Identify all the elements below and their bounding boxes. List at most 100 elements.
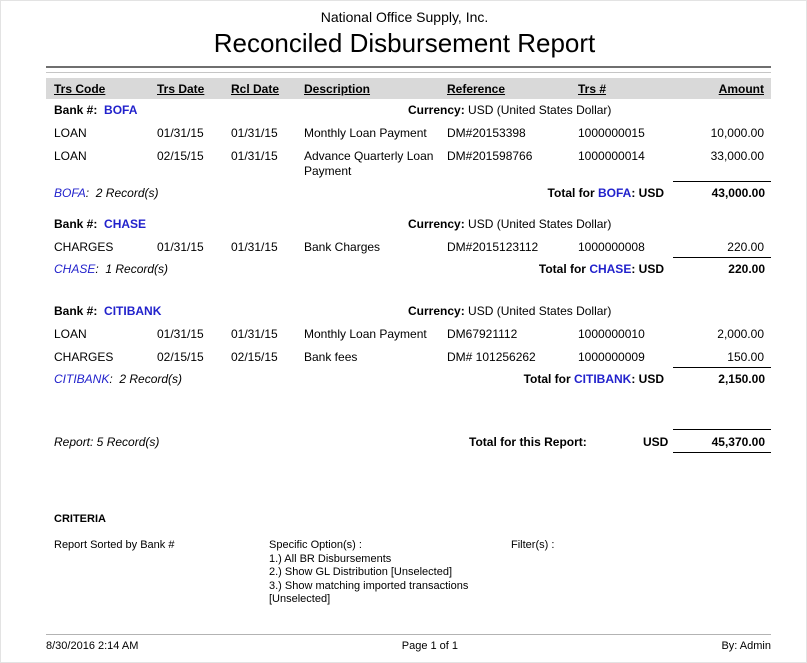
column-header-row: Trs Code Trs Date Rcl Date Description R…: [46, 78, 771, 99]
cell-trs-date: 01/31/15: [157, 240, 204, 254]
currency-line: Currency: USD (United States Dollar): [408, 217, 612, 231]
cell-reference: DM# 101256262: [447, 350, 536, 364]
criteria-heading: CRITERIA: [54, 513, 106, 525]
cell-reference: DM#2015123112: [447, 240, 539, 254]
criteria-sorted-by: Report Sorted by Bank #: [54, 539, 175, 551]
page-footer: 8/30/2016 2:14 AM Page 1 of 1 By: Admin: [46, 634, 771, 652]
col-amount: Amount: [718, 81, 764, 96]
report-total-label: Total for this Report:: [469, 435, 587, 449]
report-record-count: Report: 5 Record(s): [54, 435, 160, 449]
col-trs-date: Trs Date: [157, 81, 205, 96]
cell-amount: 10,000.00: [710, 126, 764, 140]
bank-number-label: Bank #:: [54, 304, 98, 318]
criteria-option-1: 1.) All BR Disbursements: [269, 552, 392, 565]
bank-section: Bank #: BOFA Currency: USD (United State…: [46, 103, 771, 203]
criteria-option-2: 2.) Show GL Distribution [Unselected]: [269, 566, 453, 578]
bank-header-row: Bank #: BOFA Currency: USD (United State…: [46, 103, 771, 119]
bank-total-label: Total for BOFA: USD: [547, 186, 664, 200]
bank-header-row: Bank #: CITIBANK Currency: USD (United S…: [46, 304, 771, 320]
cell-amount: 33,000.00: [710, 149, 764, 163]
cell-trs-code: CHARGES: [54, 350, 114, 364]
cell-trs-code: CHARGES: [54, 240, 114, 254]
bank-record-count: CITIBANK: 2 Record(s): [54, 372, 183, 386]
report-total-row: Report: 5 Record(s) Total for this Repor…: [46, 429, 771, 453]
header-rule-dark: [46, 66, 771, 68]
bank-total-amount: 220.00: [673, 257, 771, 276]
bank-section: Bank #: CITIBANK Currency: USD (United S…: [46, 304, 771, 389]
bank-total-amount: 43,000.00: [673, 181, 771, 200]
cell-rcl-date: 01/31/15: [231, 126, 278, 140]
transaction-row: LOAN 01/31/15 01/31/15 Monthly Loan Paym…: [46, 126, 771, 141]
col-rcl-date: Rcl Date: [231, 81, 280, 96]
bank-section: Bank #: CHASE Currency: USD (United Stat…: [46, 217, 771, 279]
cell-trs-num: 1000000014: [578, 149, 645, 163]
bank-total-label: Total for CHASE: USD: [538, 262, 664, 276]
transaction-row: LOAN 01/31/15 01/31/15 Monthly Loan Paym…: [46, 327, 771, 342]
cell-trs-code: LOAN: [54, 126, 87, 140]
bank-header-row: Bank #: CHASE Currency: USD (United Stat…: [46, 217, 771, 233]
cell-description: Monthly Loan Payment: [304, 327, 427, 341]
bank-total-label: Total for CITIBANK: USD: [523, 372, 664, 386]
bank-footer-row: BOFA: 2 Record(s) Total for BOFA: USD 43…: [46, 181, 771, 203]
cell-trs-code: LOAN: [54, 149, 87, 163]
bank-number-label: Bank #:: [54, 103, 98, 117]
cell-trs-num: 1000000009: [578, 350, 645, 364]
bank-number-label: Bank #:: [54, 217, 98, 231]
cell-amount: 220.00: [727, 240, 764, 254]
bank-rows: CHARGES 01/31/15 01/31/15 Bank Charges D…: [46, 240, 771, 255]
criteria-filters-label: Filter(s) :: [511, 539, 555, 551]
col-trs-num: Trs #: [578, 81, 607, 96]
cell-trs-date: 02/15/15: [157, 149, 204, 163]
cell-reference: DM67921112: [447, 327, 518, 341]
bank-name: BOFA: [104, 103, 138, 117]
currency-line: Currency: USD (United States Dollar): [408, 304, 612, 318]
footer-datetime: 8/30/2016 2:14 AM: [46, 640, 139, 652]
bank-total-amount: 2,150.00: [673, 367, 771, 386]
transaction-row: LOAN 02/15/15 01/31/15 Advance Quarterly…: [46, 149, 771, 179]
header-rule-light: [46, 72, 771, 73]
cell-trs-date: 02/15/15: [157, 350, 204, 364]
bank-footer-row: CITIBANK: 2 Record(s) Total for CITIBANK…: [46, 367, 771, 389]
cell-reference: DM#20153398: [447, 126, 526, 140]
footer-page-number: Page 1 of 1: [401, 640, 459, 652]
report-total-currency: USD: [643, 435, 669, 449]
cell-reference: DM#201598766: [447, 149, 533, 163]
cell-rcl-date: 02/15/15: [231, 350, 278, 364]
cell-amount: 2,000.00: [717, 327, 764, 341]
cell-trs-num: 1000000010: [578, 327, 645, 341]
criteria-option-3: 3.) Show matching imported transactions …: [269, 579, 469, 606]
cell-description: Advance Quarterly Loan Payment: [304, 149, 434, 178]
cell-trs-num: 1000000015: [578, 126, 645, 140]
bank-rows: LOAN 01/31/15 01/31/15 Monthly Loan Paym…: [46, 327, 771, 365]
transaction-row: CHARGES 02/15/15 02/15/15 Bank fees DM# …: [46, 350, 771, 365]
bank-record-count: CHASE: 1 Record(s): [54, 262, 169, 276]
footer-printed-by: By: Admin: [721, 640, 771, 652]
criteria-options: Specific Option(s) : 1.) All BR Disburse…: [269, 539, 484, 607]
criteria-options-label: Specific Option(s) :: [269, 539, 362, 551]
cell-rcl-date: 01/31/15: [231, 327, 278, 341]
currency-line: Currency: USD (United States Dollar): [408, 103, 612, 117]
bank-record-count: BOFA: 2 Record(s): [54, 186, 159, 200]
cell-description: Monthly Loan Payment: [304, 126, 427, 140]
cell-trs-code: LOAN: [54, 327, 87, 341]
cell-trs-date: 01/31/15: [157, 126, 204, 140]
cell-trs-num: 1000000008: [578, 240, 645, 254]
cell-rcl-date: 01/31/15: [231, 240, 278, 254]
transaction-row: CHARGES 01/31/15 01/31/15 Bank Charges D…: [46, 240, 771, 255]
cell-description: Bank fees: [304, 350, 358, 364]
cell-description: Bank Charges: [304, 240, 381, 254]
cell-rcl-date: 01/31/15: [231, 149, 278, 163]
col-trs-code: Trs Code: [54, 81, 106, 96]
bank-name: CITIBANK: [104, 304, 162, 318]
report-total-amount: 45,370.00: [673, 429, 771, 453]
bank-rows: LOAN 01/31/15 01/31/15 Monthly Loan Paym…: [46, 126, 771, 179]
company-name: National Office Supply, Inc.: [320, 9, 489, 25]
report-title: Reconciled Disbursement Report: [213, 28, 596, 58]
bank-footer-row: CHASE: 1 Record(s) Total for CHASE: USD …: [46, 257, 771, 279]
col-reference: Reference: [447, 81, 506, 96]
cell-amount: 150.00: [727, 350, 764, 364]
bank-name: CHASE: [104, 217, 147, 231]
col-description: Description: [304, 81, 371, 96]
cell-trs-date: 01/31/15: [157, 327, 204, 341]
